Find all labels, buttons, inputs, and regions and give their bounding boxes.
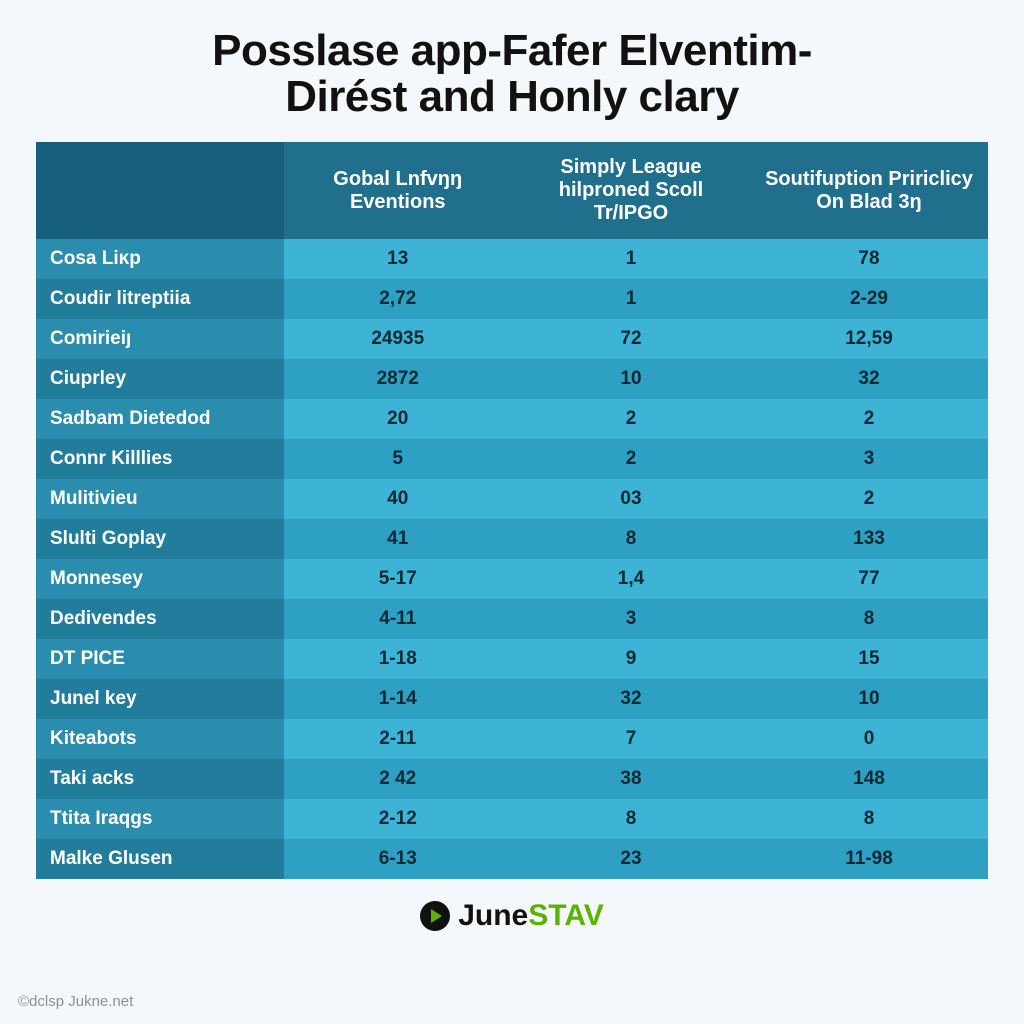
row-label: Cosa Liĸp — [36, 239, 284, 279]
table-head: Gobal Lnfvŋŋ Eventions Simply League hil… — [36, 142, 988, 239]
table-row: Dedivendes4-1138 — [36, 599, 988, 639]
cell-value: 1 — [512, 279, 750, 319]
cell-value: 8 — [750, 799, 988, 839]
table-header-col-1: Gobal Lnfvŋŋ Eventions — [284, 142, 512, 239]
cell-value: 3 — [750, 439, 988, 479]
table-row: Comirieiȷ249357212,59 — [36, 319, 988, 359]
row-label: Malke Glusen — [36, 839, 284, 879]
table-row: Ciuprley28721032 — [36, 359, 988, 399]
row-label: Monnesey — [36, 559, 284, 599]
cell-value: 1 — [512, 239, 750, 279]
cell-value: 6-13 — [284, 839, 512, 879]
table-row: DT PICE1-18915 — [36, 639, 988, 679]
table-row: Cosa Liĸp13178 — [36, 239, 988, 279]
cell-value: 10 — [512, 359, 750, 399]
cell-value: 3 — [512, 599, 750, 639]
cell-value: 1-14 — [284, 679, 512, 719]
row-label: Coudir litreptiia — [36, 279, 284, 319]
table-header-col-2: Simply League hilproned Scoll Tr/IPGO — [512, 142, 750, 239]
row-label: Sadbam Dietedod — [36, 399, 284, 439]
table-row: Taki acks2 4238148 — [36, 759, 988, 799]
table-row: Junel key1-143210 — [36, 679, 988, 719]
brand-accent: STAV — [528, 899, 604, 932]
row-label: Taki acks — [36, 759, 284, 799]
row-label: Comirieiȷ — [36, 319, 284, 359]
title-line-2: Dirést and Honly clary — [36, 74, 988, 120]
table-row: Ttita Iraqgs2-1288 — [36, 799, 988, 839]
cell-value: 2 — [750, 479, 988, 519]
row-label: Slulti Goplay — [36, 519, 284, 559]
row-label: Junel key — [36, 679, 284, 719]
cell-value: 24935 — [284, 319, 512, 359]
cell-value: 4-11 — [284, 599, 512, 639]
cell-value: 9 — [512, 639, 750, 679]
cell-value: 40 — [284, 479, 512, 519]
cell-value: 148 — [750, 759, 988, 799]
cell-value: 5 — [284, 439, 512, 479]
table-row: Mulitivieu40032 — [36, 479, 988, 519]
cell-value: 1,4 — [512, 559, 750, 599]
cell-value: 77 — [750, 559, 988, 599]
row-label: Kiteabots — [36, 719, 284, 759]
cell-value: 12,59 — [750, 319, 988, 359]
footer: JuneSTAV — [36, 899, 988, 933]
cell-value: 2,72 — [284, 279, 512, 319]
table-row: Monnesey5-171,477 — [36, 559, 988, 599]
cell-value: 11-98 — [750, 839, 988, 879]
cell-value: 8 — [512, 519, 750, 559]
cell-value: 2872 — [284, 359, 512, 399]
table-row: Coudir litreptiia2,7212-29 — [36, 279, 988, 319]
cell-value: 03 — [512, 479, 750, 519]
credit-text: ©dclsp Jukne.net — [18, 993, 133, 1010]
cell-value: 32 — [750, 359, 988, 399]
table-row: Kiteabots2-1170 — [36, 719, 988, 759]
data-table: Gobal Lnfvŋŋ Eventions Simply League hil… — [36, 142, 988, 879]
table-row: Malke Glusen6-132311-98 — [36, 839, 988, 879]
cell-value: 72 — [512, 319, 750, 359]
cell-value: 2-11 — [284, 719, 512, 759]
brand-name: June — [458, 899, 528, 932]
cell-value: 23 — [512, 839, 750, 879]
cell-value: 8 — [750, 599, 988, 639]
cell-value: 133 — [750, 519, 988, 559]
table-header-corner — [36, 142, 284, 239]
cell-value: 15 — [750, 639, 988, 679]
cell-value: 2-29 — [750, 279, 988, 319]
row-label: DT PICE — [36, 639, 284, 679]
cell-value: 20 — [284, 399, 512, 439]
cell-value: 7 — [512, 719, 750, 759]
row-label: Ttita Iraqgs — [36, 799, 284, 839]
cell-value: 0 — [750, 719, 988, 759]
row-label: Mulitivieu — [36, 479, 284, 519]
row-label: Ciuprley — [36, 359, 284, 399]
cell-value: 78 — [750, 239, 988, 279]
cell-value: 32 — [512, 679, 750, 719]
table-row: Sadbam Dietedod2022 — [36, 399, 988, 439]
row-label: Dedivendes — [36, 599, 284, 639]
cell-value: 2-12 — [284, 799, 512, 839]
cell-value: 2 — [512, 439, 750, 479]
table-header-col-3: Soutifuption Pririclicy On Blad 3ŋ — [750, 142, 988, 239]
table-row: Connr Killlies523 — [36, 439, 988, 479]
cell-value: 5-17 — [284, 559, 512, 599]
cell-value: 2 — [750, 399, 988, 439]
row-label: Connr Killlies — [36, 439, 284, 479]
table-row: Slulti Goplay418133 — [36, 519, 988, 559]
cell-value: 2 42 — [284, 759, 512, 799]
cell-value: 2 — [512, 399, 750, 439]
cell-value: 13 — [284, 239, 512, 279]
table-body: Cosa Liĸp13178Coudir litreptiia2,7212-29… — [36, 239, 988, 879]
cell-value: 1-18 — [284, 639, 512, 679]
brand-logo: JuneSTAV — [420, 899, 604, 933]
cell-value: 10 — [750, 679, 988, 719]
cell-value: 8 — [512, 799, 750, 839]
page-title: Posslase app-Fafer Elventim- Dirést and … — [36, 28, 988, 120]
cell-value: 38 — [512, 759, 750, 799]
cell-value: 41 — [284, 519, 512, 559]
title-line-1: Posslase app-Fafer Elventim- — [36, 28, 988, 74]
play-icon — [420, 901, 450, 931]
